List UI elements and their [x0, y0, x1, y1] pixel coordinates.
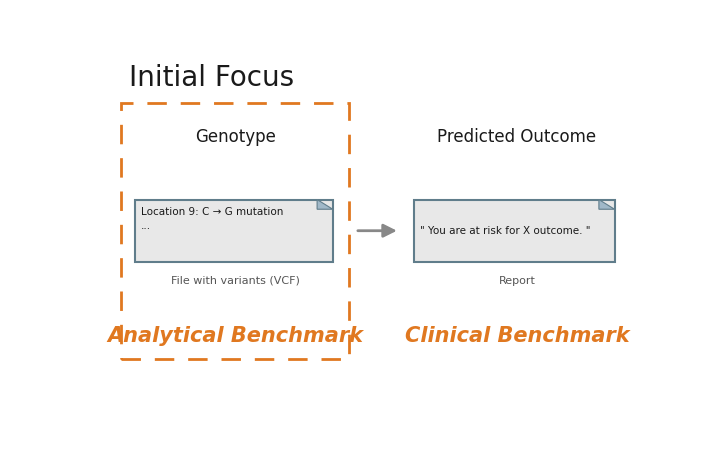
Polygon shape	[599, 199, 615, 209]
Text: Initial Focus: Initial Focus	[129, 64, 294, 92]
FancyBboxPatch shape	[413, 199, 615, 262]
Text: Predicted Outcome: Predicted Outcome	[437, 128, 596, 146]
Text: Clinical Benchmark: Clinical Benchmark	[405, 326, 629, 346]
Text: ...: ...	[141, 220, 151, 230]
Text: Analytical Benchmark: Analytical Benchmark	[107, 326, 363, 346]
Text: " You are at risk for X outcome. ": " You are at risk for X outcome. "	[420, 226, 591, 236]
Text: Report: Report	[498, 276, 535, 286]
Text: Genotype: Genotype	[194, 128, 276, 146]
Text: File with variants (VCF): File with variants (VCF)	[171, 276, 300, 286]
Text: Location 9: C → G mutation: Location 9: C → G mutation	[141, 207, 284, 216]
FancyBboxPatch shape	[135, 199, 333, 262]
Polygon shape	[317, 199, 333, 209]
